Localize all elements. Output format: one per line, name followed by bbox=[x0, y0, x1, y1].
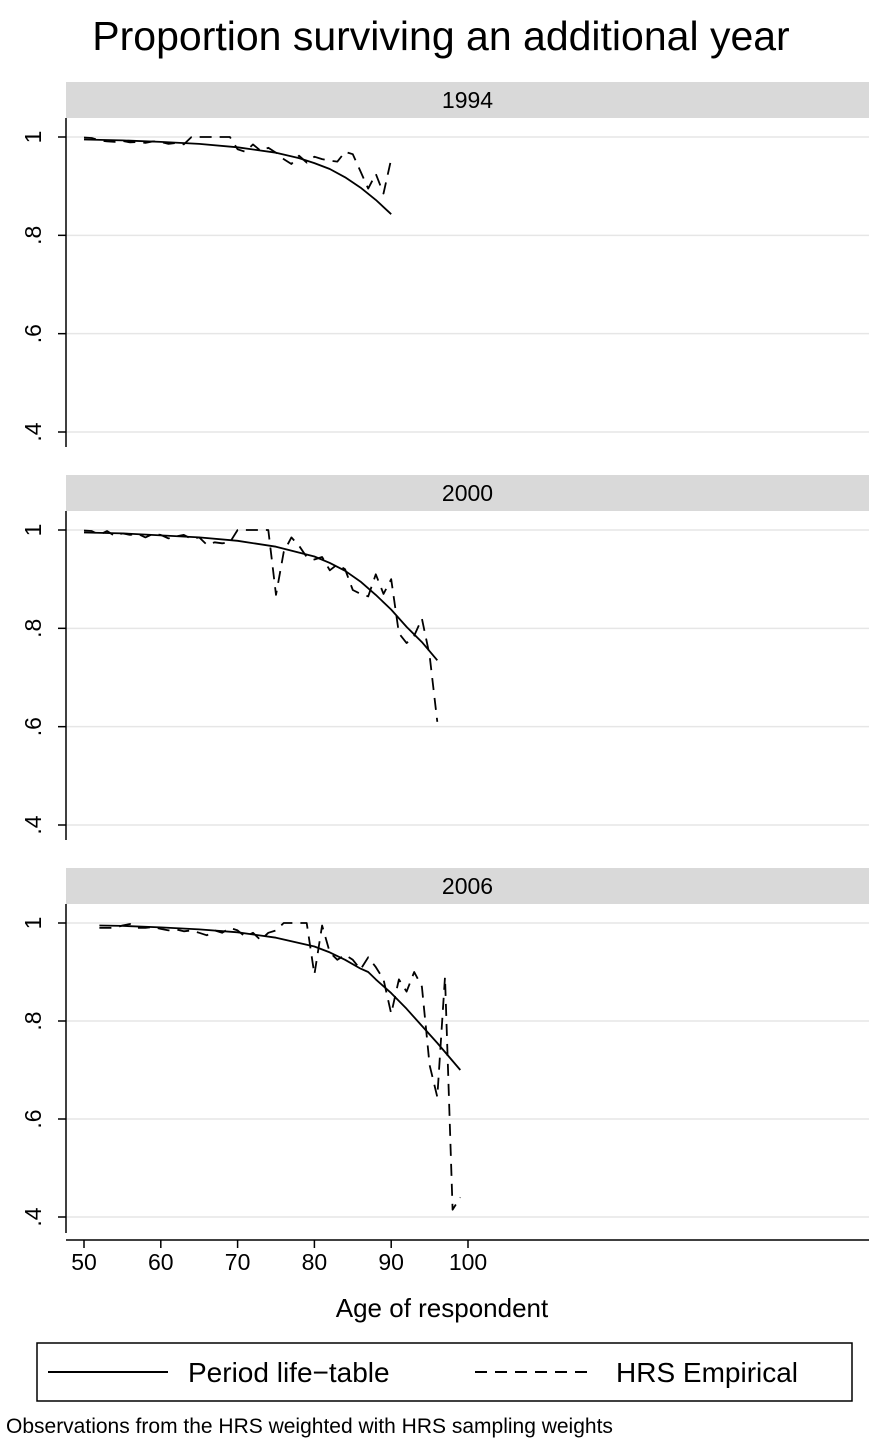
y-tick-label: .4 bbox=[20, 422, 46, 441]
y-tick-label: .6 bbox=[20, 1109, 46, 1128]
panel-strip bbox=[66, 868, 869, 904]
y-tick-label: .6 bbox=[20, 324, 46, 343]
panel-2006: 2006 1 .8 .6 .4 bbox=[20, 868, 869, 1233]
chart-title: Proportion surviving an additional year bbox=[92, 13, 789, 59]
y-tick-label: 1 bbox=[20, 524, 46, 537]
hrs-empirical-line bbox=[83, 136, 393, 195]
x-axis-title: Age of respondent bbox=[336, 1293, 549, 1323]
panel-strip-label: 2006 bbox=[442, 873, 493, 899]
y-tick-label: .4 bbox=[20, 1207, 46, 1226]
legend-box bbox=[36, 1342, 853, 1402]
hrs-empirical-line bbox=[83, 529, 439, 722]
panel-strip bbox=[66, 82, 869, 118]
x-tick-label: 70 bbox=[225, 1249, 251, 1275]
y-tick-label: .6 bbox=[20, 717, 46, 736]
x-axis: 50 60 70 80 90 100 bbox=[66, 1239, 869, 1275]
panel-1994: 1994 1 .8 .6 .4 bbox=[20, 82, 869, 447]
y-tick-label: .8 bbox=[20, 619, 46, 638]
x-tick-label: 90 bbox=[378, 1249, 404, 1275]
legend: Period life−table HRS Empirical bbox=[36, 1342, 853, 1402]
panel-strip bbox=[66, 475, 869, 511]
hrs-empirical-line bbox=[99, 922, 462, 1211]
chart-panels: 1994 1 .8 .6 .4 2000 1 .8 .6 .4 2006 1 .8 .6 .4 bbox=[20, 82, 869, 1233]
x-tick-label: 80 bbox=[302, 1249, 328, 1275]
y-tick-label: .4 bbox=[20, 815, 46, 834]
life-table-line bbox=[83, 138, 392, 215]
panel-strip-label: 1994 bbox=[442, 87, 493, 113]
y-tick-label: .8 bbox=[20, 1011, 46, 1030]
chart-note: Observations from the HRS weighted with … bbox=[6, 1415, 613, 1438]
panel-strip-label: 2000 bbox=[442, 480, 493, 506]
x-tick-label: 100 bbox=[449, 1249, 487, 1275]
legend-label-hrs-empirical: HRS Empirical bbox=[616, 1357, 798, 1388]
y-tick-label: .8 bbox=[20, 226, 46, 245]
y-tick-label: 1 bbox=[20, 131, 46, 144]
x-tick-label: 60 bbox=[148, 1249, 174, 1275]
panel-2000: 2000 1 .8 .6 .4 bbox=[20, 475, 869, 840]
life-table-line bbox=[83, 531, 438, 661]
life-table-line bbox=[99, 924, 461, 1071]
x-tick-label: 50 bbox=[71, 1249, 97, 1275]
y-tick-label: 1 bbox=[20, 917, 46, 930]
legend-label-life-table: Period life−table bbox=[188, 1357, 390, 1388]
